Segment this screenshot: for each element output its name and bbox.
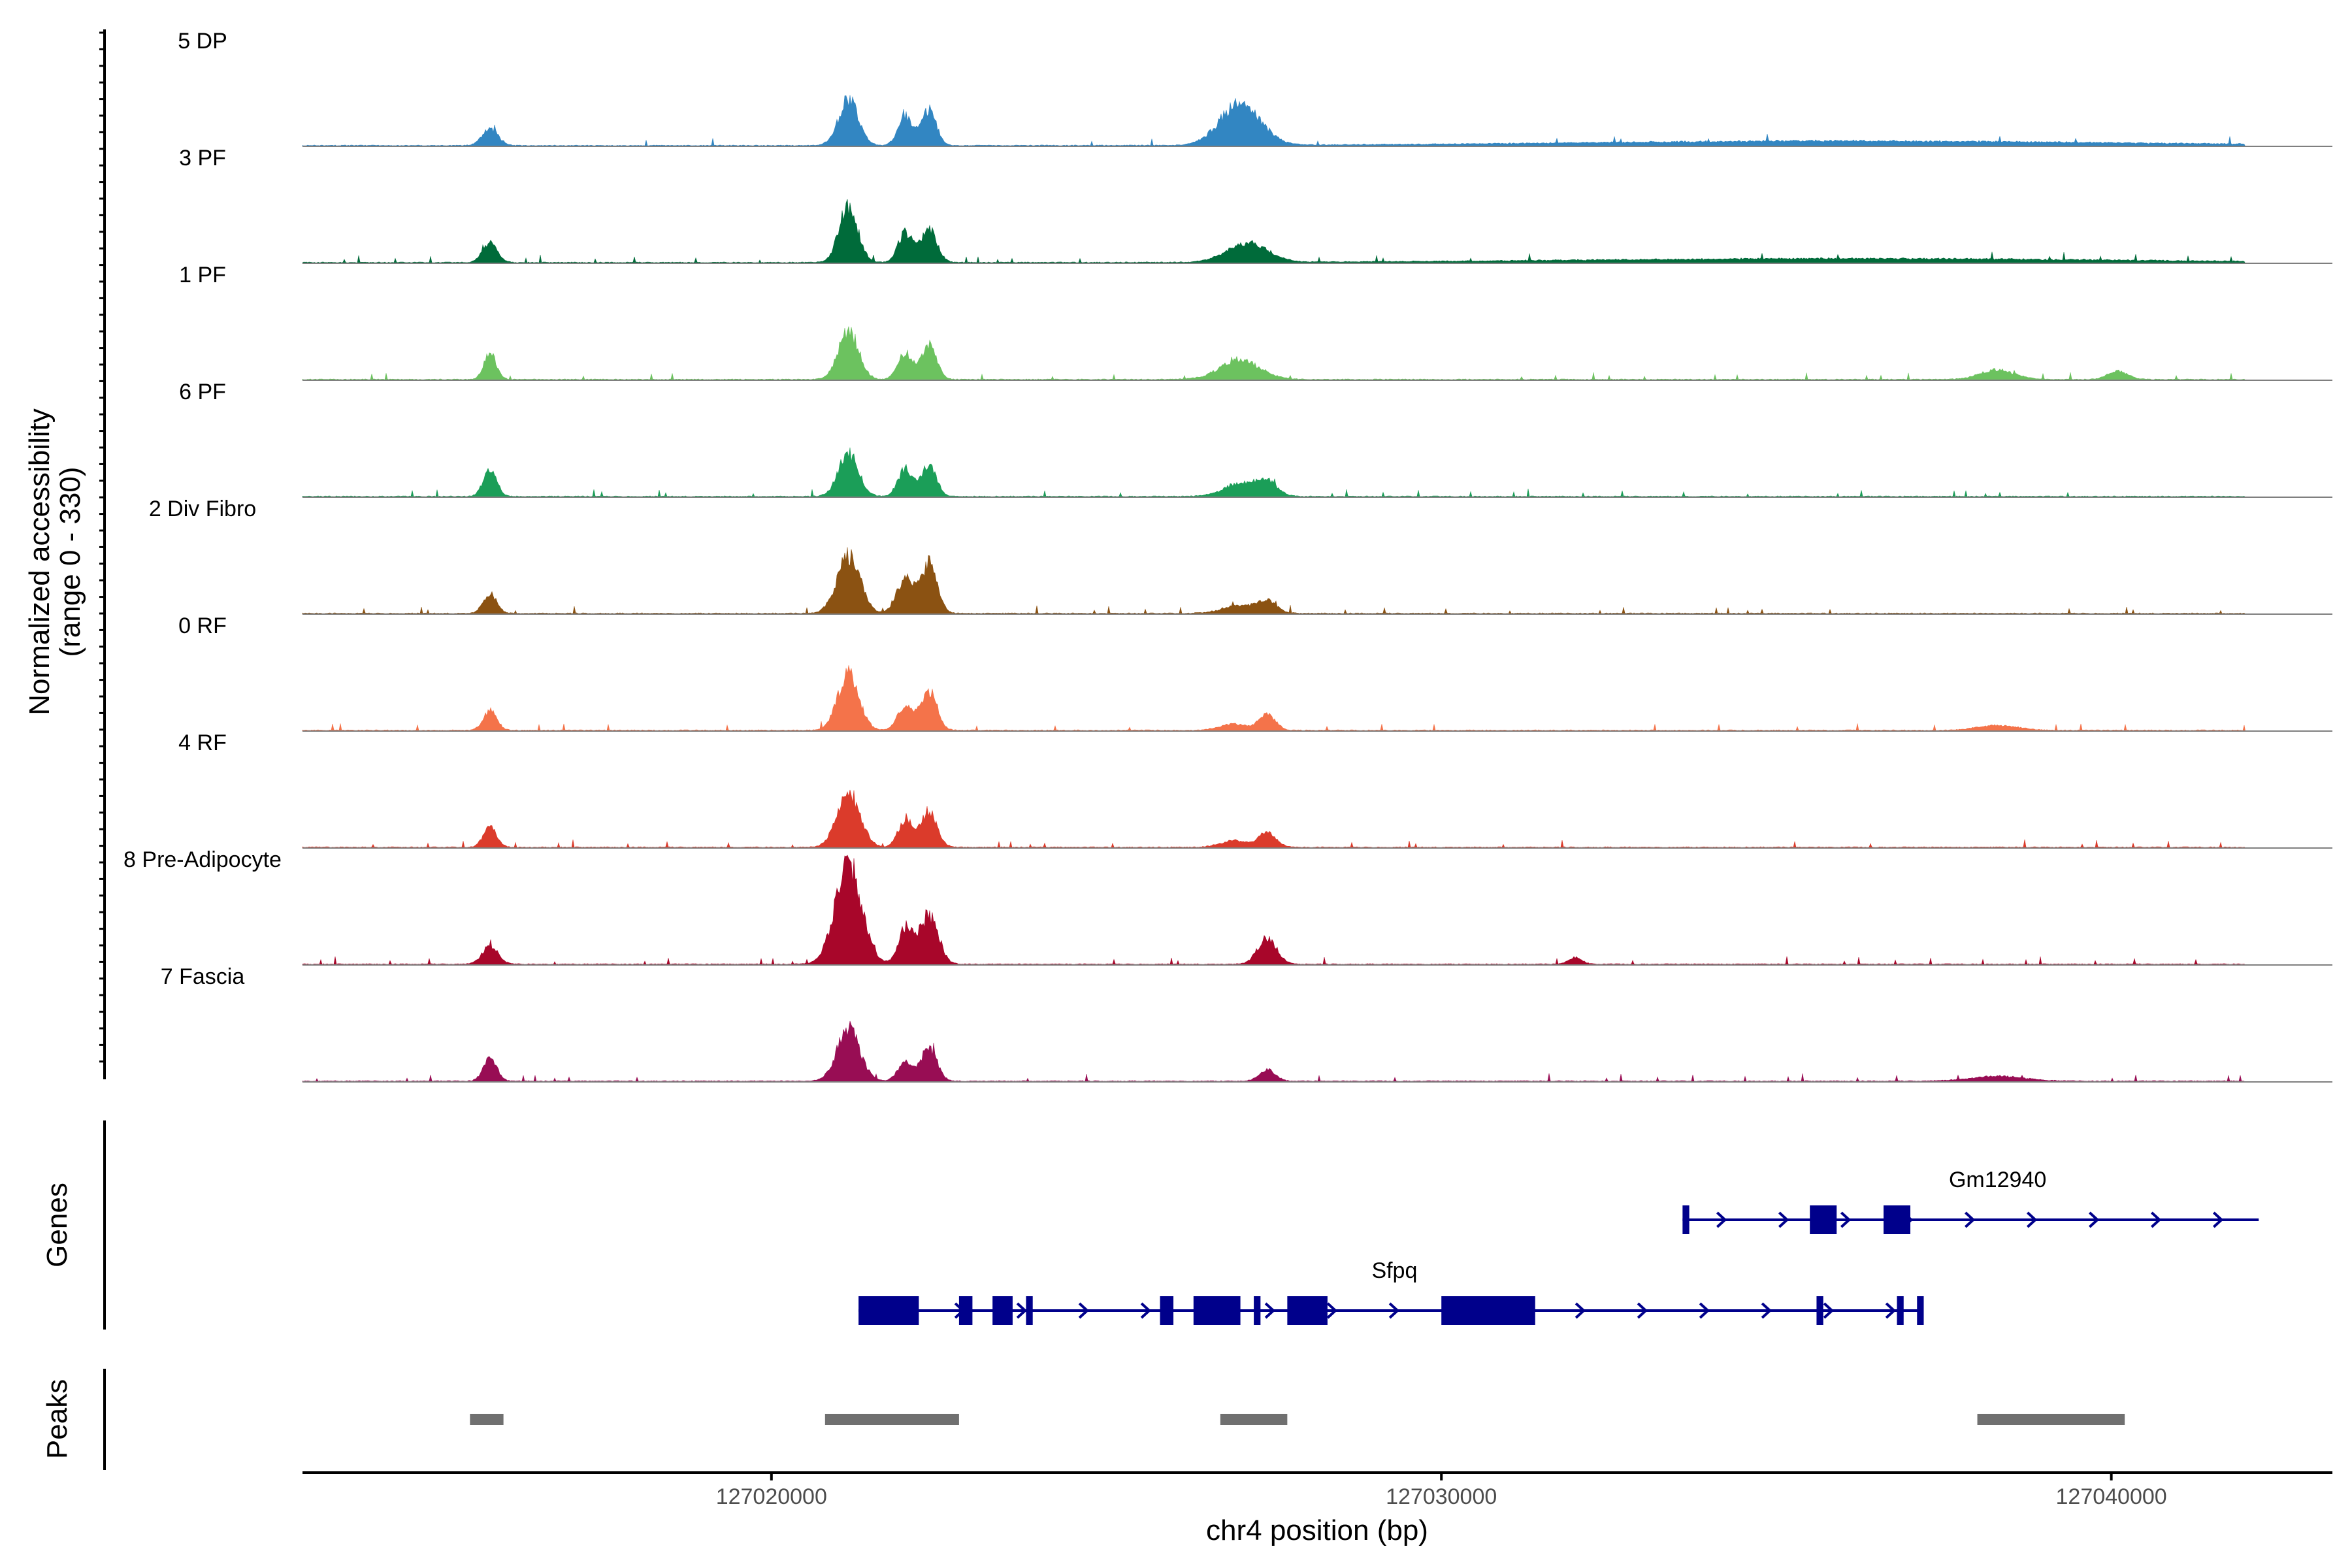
y-axis [99, 29, 106, 1079]
coverage-area [302, 95, 2246, 147]
exon [1287, 1296, 1328, 1325]
exon [992, 1296, 1013, 1325]
strand-arrow [1823, 1302, 1835, 1319]
x-axis: chr4 position (bp) 127020000 127030000 127… [302, 1471, 2332, 1546]
peak-region [1220, 1414, 1288, 1425]
exon [1441, 1296, 1535, 1325]
genes-track-title: Genes [41, 1183, 73, 1267]
strand-arrow [1699, 1302, 1710, 1319]
track-2-div-fibro: 2 Div Fibro [149, 497, 2332, 615]
peaks-track-title: Peaks [41, 1379, 73, 1459]
coverage-area [302, 199, 2246, 264]
exon [1917, 1296, 1924, 1325]
coverage-tracks: 5 DP 3 PF 1 PF 6 PF 2 Div Fibro 0 RF 4 RF 8 Pre… [123, 29, 2332, 1083]
coverage-area [302, 789, 2246, 849]
strand-arrow [1761, 1302, 1772, 1319]
strand-arrow [1326, 1302, 1338, 1319]
y-axis-title: Normalized accessibility (range 0 - 330) [24, 408, 86, 715]
strand-arrow [1840, 1211, 1852, 1228]
strand-arrow [1716, 1211, 1727, 1228]
strand-arrow [1140, 1302, 1152, 1319]
track-label: 1 PF [179, 263, 226, 287]
gene-gm12940: Gm12940 [1682, 1168, 2259, 1234]
track-4-rf: 4 RF [178, 730, 2332, 849]
x-tick-label: 127040000 [2056, 1484, 2167, 1509]
track-label: 5 DP [178, 29, 227, 54]
gene-annotation-track: Genes Gm12940 Sfpq [41, 1120, 2259, 1330]
exon [1026, 1296, 1033, 1325]
track-1-pf: 1 PF [179, 263, 2332, 381]
x-axis-title: chr4 position (bp) [1206, 1514, 1428, 1546]
coverage-area [302, 1021, 2246, 1083]
peak-region [1977, 1414, 2125, 1425]
strand-arrow [1637, 1302, 1648, 1319]
track-label: 7 Fascia [161, 964, 245, 989]
track-label: 0 RF [178, 613, 227, 638]
coverage-area [302, 547, 2246, 615]
gene-label: Gm12940 [1949, 1168, 2046, 1192]
exon [1810, 1205, 1837, 1234]
track-6-pf: 6 PF [179, 380, 2332, 498]
y-axis-title-line1: Normalized accessibility [24, 408, 56, 715]
exon [1682, 1205, 1690, 1234]
track-5-dp: 5 DP [178, 29, 2332, 147]
exon [858, 1296, 919, 1325]
strand-arrow [2150, 1211, 2162, 1228]
x-tick-label: 127030000 [1386, 1484, 1497, 1509]
strand-arrow [1264, 1302, 1276, 1319]
peaks-track: Peaks [41, 1369, 2125, 1470]
strand-arrow [2212, 1211, 2224, 1228]
exon [1254, 1296, 1261, 1325]
track-label: 4 RF [178, 730, 227, 755]
track-3-pf: 3 PF [179, 146, 2332, 264]
strand-arrow [1964, 1211, 1976, 1228]
gene-label: Sfpq [1371, 1258, 1417, 1283]
track-label: 8 Pre-Adipocyte [123, 847, 282, 872]
track-7-fascia: 7 Fascia [161, 964, 2332, 1083]
gene-sfpq: Sfpq [858, 1258, 1924, 1325]
strand-arrow [1016, 1302, 1028, 1319]
coverage-area [302, 448, 2246, 498]
strand-arrow [1078, 1302, 1090, 1319]
peak-region [825, 1414, 959, 1425]
track-0-rf: 0 RF [178, 613, 2332, 732]
x-tick-label: 127020000 [716, 1484, 827, 1509]
track-label: 2 Div Fibro [149, 497, 256, 521]
track-label: 6 PF [179, 380, 226, 404]
track-8-pre-adipocyte: 8 Pre-Adipocyte [123, 847, 2332, 966]
strand-arrow [2088, 1211, 2100, 1228]
coverage-area [302, 326, 2246, 381]
exon [1816, 1296, 1823, 1325]
exon [1897, 1296, 1904, 1325]
y-axis-title-line2: (range 0 - 330) [54, 466, 86, 657]
strand-arrow [1575, 1302, 1586, 1319]
coverage-area [302, 855, 2246, 966]
track-label: 3 PF [179, 146, 226, 171]
coverage-area [302, 665, 2246, 732]
exon [1883, 1205, 1910, 1234]
peak-region [470, 1414, 504, 1425]
strand-arrow [2026, 1211, 2038, 1228]
strand-arrow [1885, 1302, 1897, 1319]
exon [1193, 1296, 1241, 1325]
exon [958, 1296, 973, 1325]
strand-arrow [1778, 1211, 1789, 1228]
exon [1160, 1296, 1174, 1325]
strand-arrow [1388, 1302, 1400, 1319]
